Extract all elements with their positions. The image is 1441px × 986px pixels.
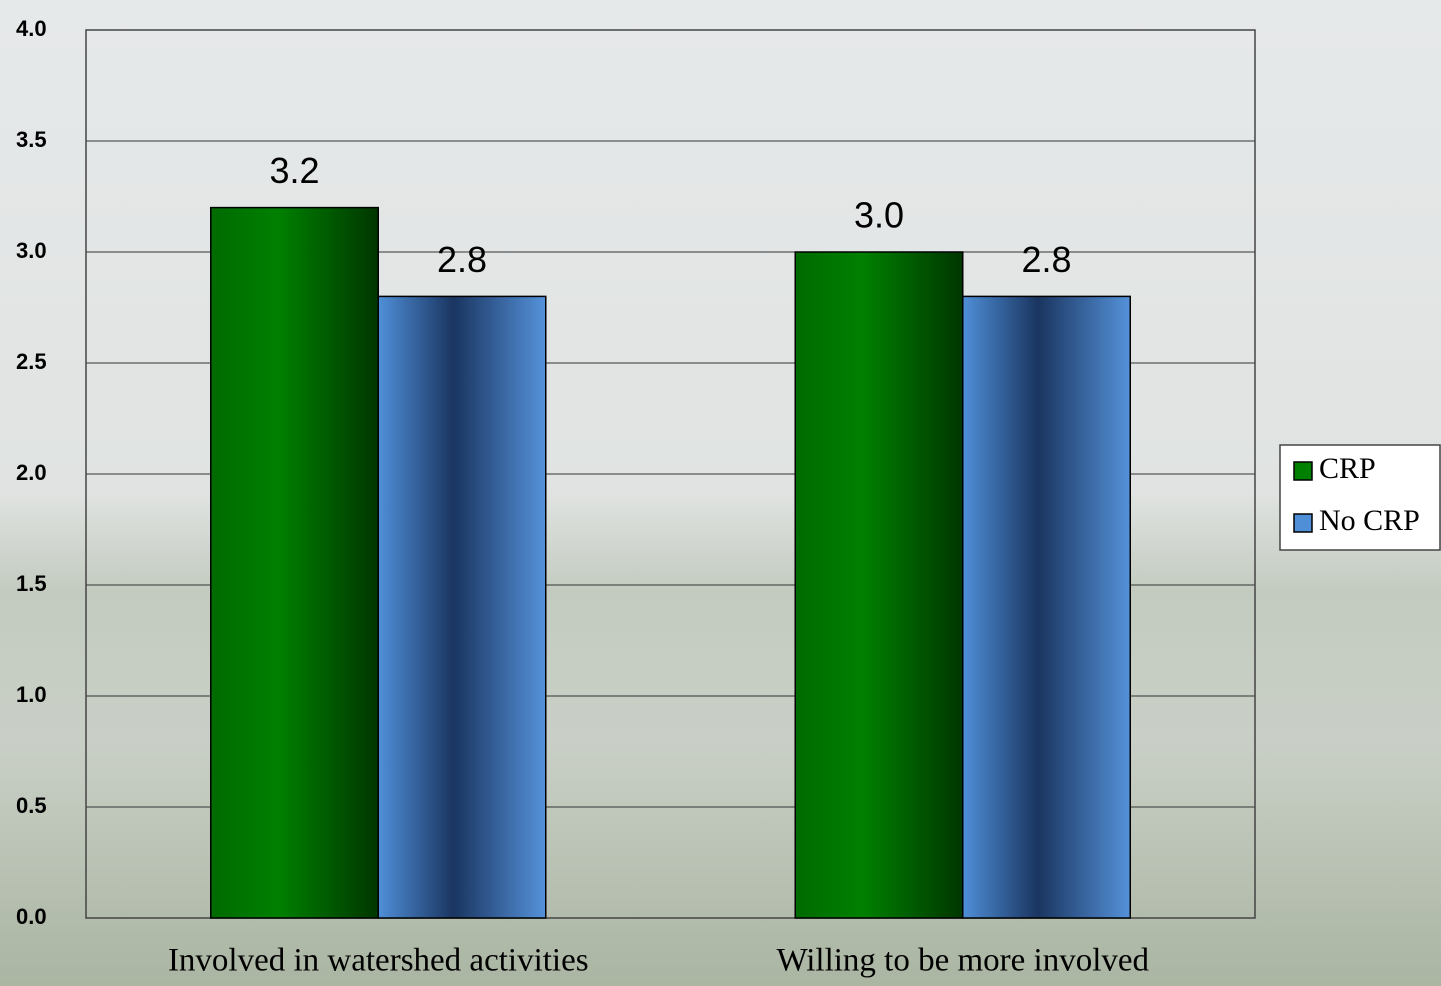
- y-tick-label: 2.0: [16, 460, 47, 485]
- legend-label: CRP: [1319, 452, 1376, 485]
- y-tick-label: 0.5: [16, 793, 47, 818]
- y-tick-label: 4.0: [16, 16, 47, 41]
- y-tick-label: 1.5: [16, 571, 47, 596]
- legend: CRP No CRP: [1279, 444, 1441, 551]
- x-tick-label: Willing to be more involved: [776, 943, 1149, 979]
- value-label: 2.8: [437, 239, 487, 280]
- value-label: 3.0: [854, 195, 904, 236]
- legend-label: No CRP: [1319, 504, 1420, 537]
- bar: [962, 295, 1131, 919]
- bar: [794, 251, 964, 919]
- y-tick-label: 3.5: [16, 127, 47, 152]
- plot-frame: [85, 29, 1256, 919]
- legend-swatch: [1293, 513, 1313, 533]
- value-label: 2.8: [1021, 239, 1071, 280]
- y-tick-label: 3.0: [16, 238, 47, 263]
- value-label: 3.2: [269, 150, 319, 191]
- bar: [377, 295, 547, 919]
- x-tick-label: Involved in watershed activities: [168, 943, 589, 979]
- bar: [210, 206, 379, 919]
- y-tick-label: 1.0: [16, 682, 47, 707]
- legend-swatch: [1293, 461, 1313, 481]
- y-tick-label: 0.0: [16, 904, 47, 929]
- y-tick-label: 2.5: [16, 349, 47, 374]
